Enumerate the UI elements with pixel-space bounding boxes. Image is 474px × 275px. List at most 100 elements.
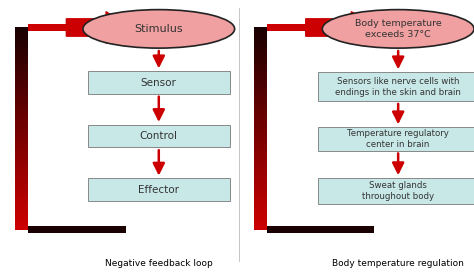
Bar	[15, 68, 28, 72]
FancyBboxPatch shape	[318, 127, 474, 151]
Bar	[15, 193, 28, 197]
Bar	[15, 153, 28, 157]
Bar	[254, 80, 267, 84]
Bar	[15, 201, 28, 205]
Bar	[15, 31, 28, 35]
Bar	[15, 39, 28, 44]
Bar	[254, 72, 267, 76]
Bar	[267, 24, 306, 31]
Bar	[254, 185, 267, 189]
Bar	[254, 43, 267, 48]
FancyBboxPatch shape	[88, 125, 230, 147]
Bar	[254, 173, 267, 177]
Bar	[15, 161, 28, 165]
Text: Negative feedback loop: Negative feedback loop	[105, 260, 213, 268]
Bar	[254, 100, 267, 104]
Bar	[254, 39, 267, 44]
Bar	[15, 144, 28, 149]
Bar	[254, 144, 267, 149]
Bar	[15, 47, 28, 52]
Text: Sensors like nerve cells with
endings in the skin and brain: Sensors like nerve cells with endings in…	[335, 76, 461, 97]
Bar	[254, 221, 267, 225]
Bar	[28, 24, 66, 31]
Bar	[254, 181, 267, 185]
Bar	[15, 60, 28, 64]
Bar	[254, 225, 267, 230]
Bar	[254, 96, 267, 100]
Bar	[15, 141, 28, 145]
Bar	[15, 205, 28, 210]
Bar	[254, 84, 267, 88]
Text: Body temperature regulation: Body temperature regulation	[332, 260, 464, 268]
Bar	[15, 120, 28, 125]
Bar	[15, 173, 28, 177]
Bar	[254, 68, 267, 72]
Bar	[15, 64, 28, 68]
FancyBboxPatch shape	[318, 178, 474, 204]
Bar	[15, 225, 28, 230]
Bar	[254, 153, 267, 157]
Bar	[15, 132, 28, 137]
Bar	[15, 185, 28, 189]
Bar	[15, 104, 28, 108]
Bar	[254, 132, 267, 137]
Bar	[15, 96, 28, 100]
Bar	[254, 108, 267, 112]
Bar	[15, 84, 28, 88]
Bar	[15, 213, 28, 218]
Bar	[254, 136, 267, 141]
FancyArrow shape	[306, 12, 379, 43]
Bar	[254, 47, 267, 52]
Text: Sweat glands
throughout body: Sweat glands throughout body	[362, 181, 434, 201]
Bar	[254, 116, 267, 120]
Bar	[254, 92, 267, 96]
Bar	[254, 56, 267, 60]
Bar	[254, 124, 267, 129]
Ellipse shape	[83, 10, 235, 48]
Bar	[15, 156, 28, 161]
Bar	[15, 221, 28, 225]
Bar	[15, 100, 28, 104]
Bar	[254, 217, 267, 222]
Bar	[254, 104, 267, 108]
Bar	[15, 169, 28, 173]
Bar	[254, 51, 267, 56]
Bar	[15, 197, 28, 201]
Bar	[254, 60, 267, 64]
Bar	[15, 92, 28, 96]
Bar	[254, 112, 267, 116]
Text: Stimulus: Stimulus	[135, 24, 183, 34]
Bar	[267, 226, 374, 233]
Text: Effector: Effector	[138, 185, 179, 195]
Text: Sensor: Sensor	[141, 78, 177, 87]
Bar	[254, 201, 267, 205]
Bar	[254, 35, 267, 40]
Bar	[15, 72, 28, 76]
Bar	[254, 31, 267, 35]
Bar	[254, 141, 267, 145]
Bar	[254, 193, 267, 197]
Bar	[254, 64, 267, 68]
Bar	[15, 165, 28, 169]
Bar	[254, 165, 267, 169]
Bar	[15, 116, 28, 120]
Bar	[254, 209, 267, 213]
Bar	[15, 51, 28, 56]
Bar	[254, 213, 267, 218]
Bar	[254, 189, 267, 193]
FancyBboxPatch shape	[88, 71, 230, 94]
Bar	[254, 177, 267, 181]
Bar	[254, 148, 267, 153]
Text: Body temperature
exceeds 37°C: Body temperature exceeds 37°C	[355, 19, 442, 39]
Text: Temperature regulatory
center in brain: Temperature regulatory center in brain	[347, 129, 449, 149]
Ellipse shape	[322, 10, 474, 48]
Bar	[254, 27, 267, 32]
Bar	[15, 217, 28, 222]
Text: Control: Control	[140, 131, 178, 141]
Bar	[15, 128, 28, 133]
Bar	[254, 120, 267, 125]
Bar	[254, 156, 267, 161]
Bar	[15, 27, 28, 32]
Bar	[15, 43, 28, 48]
Bar	[15, 35, 28, 40]
